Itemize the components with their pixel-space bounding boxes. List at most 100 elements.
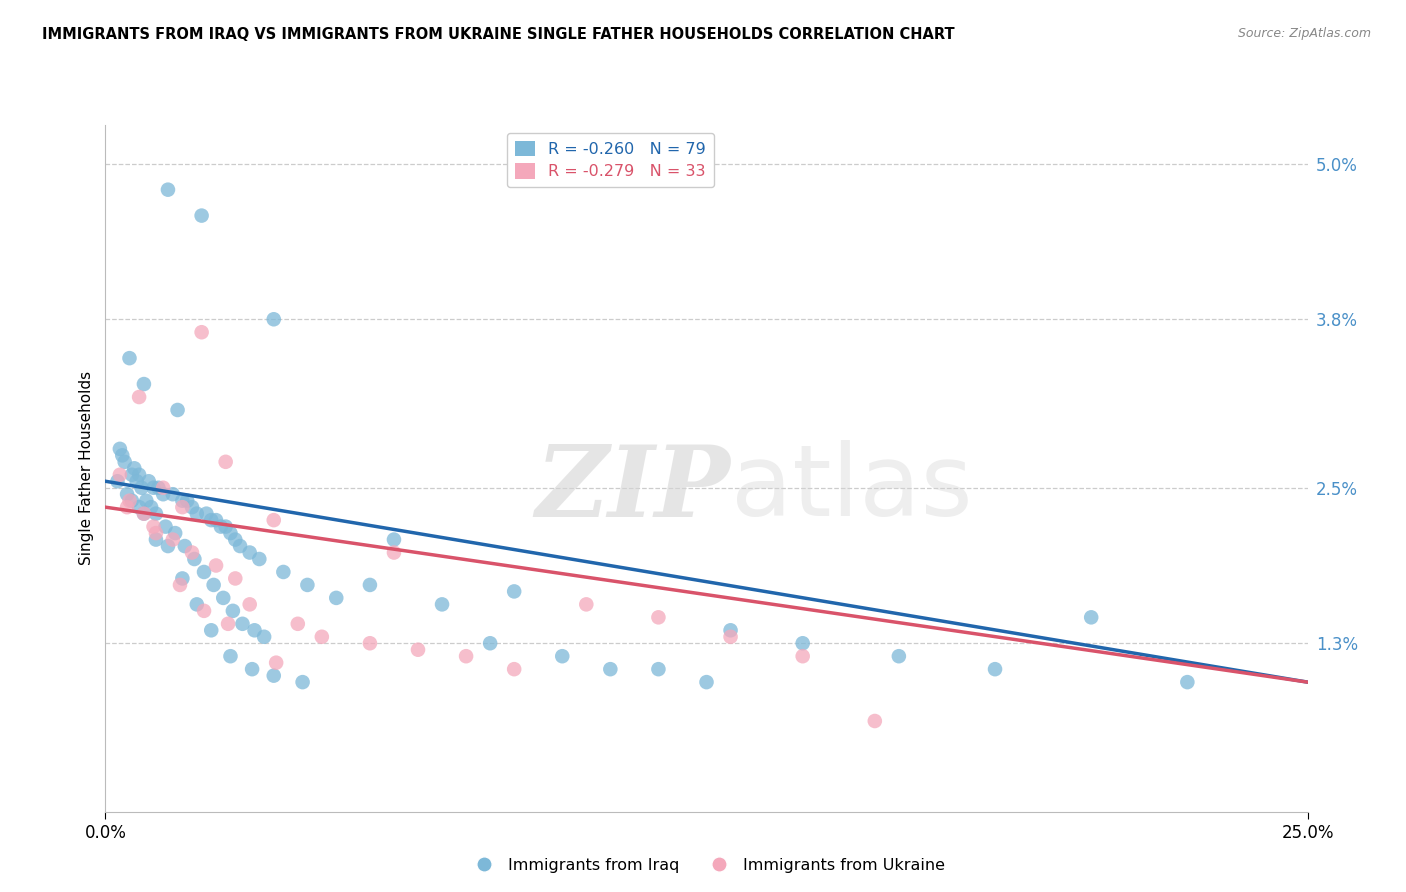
Point [224,571,246,585]
Point [156,183,179,197]
Point [219,649,242,664]
Point [214,519,236,533]
Point [169,578,191,592]
Point [131,481,153,495]
Point [145,533,167,547]
Point [142,519,165,533]
Point [224,533,246,547]
Point [114,455,136,469]
Point [132,377,155,392]
Point [253,630,276,644]
Point [186,507,208,521]
Point [132,507,155,521]
Point [229,539,252,553]
Point [176,493,198,508]
Point [205,558,228,573]
Point [263,668,285,682]
Point [181,500,204,515]
Point [156,539,179,553]
Point [382,545,405,559]
Point [193,604,215,618]
Point [173,539,195,553]
Point [1175,675,1198,690]
Point [152,481,174,495]
Point [720,630,742,644]
Point [359,578,381,592]
Point [135,493,157,508]
Point [647,610,669,624]
Point [145,507,167,521]
Point [166,403,188,417]
Point [162,533,184,547]
Point [121,493,143,508]
Point [162,487,184,501]
Point [219,526,242,541]
Point [247,552,270,566]
Point [222,604,245,618]
Point [382,533,405,547]
Point [212,591,235,605]
Point [551,649,574,664]
Legend: Immigrants from Iraq, Immigrants from Ukraine: Immigrants from Iraq, Immigrants from Uk… [461,852,952,880]
Point [107,475,129,489]
Point [214,455,236,469]
Point [193,565,215,579]
Point [984,662,1007,676]
Text: IMMIGRANTS FROM IRAQ VS IMMIGRANTS FROM UKRAINE SINGLE FATHER HOUSEHOLDS CORRELA: IMMIGRANTS FROM IRAQ VS IMMIGRANTS FROM … [42,27,955,42]
Point [165,526,187,541]
Point [172,500,194,515]
Point [195,507,218,521]
Point [647,662,669,676]
Point [148,481,170,495]
Point [209,519,232,533]
Point [264,656,287,670]
Point [200,624,222,638]
Point [311,630,333,644]
Y-axis label: Single Father Households: Single Father Households [79,371,94,566]
Point [118,351,141,366]
Point [887,649,910,664]
Point [406,642,429,657]
Point [115,500,138,515]
Point [479,636,502,650]
Point [125,475,148,489]
Point [115,487,138,501]
Point [599,662,621,676]
Point [200,513,222,527]
Point [118,493,141,508]
Point [263,513,285,527]
Text: ZIP: ZIP [536,441,731,537]
Point [863,714,886,728]
Point [139,500,162,515]
Point [359,636,381,650]
Point [183,552,205,566]
Point [430,598,453,612]
Point [240,662,263,676]
Point [575,598,598,612]
Point [239,598,262,612]
Point [263,312,285,326]
Point [142,481,165,495]
Point [454,649,477,664]
Text: atlas: atlas [731,441,972,537]
Point [273,565,295,579]
Point [132,507,155,521]
Point [231,616,253,631]
Point [239,545,262,559]
Point [190,325,212,339]
Text: Source: ZipAtlas.com: Source: ZipAtlas.com [1237,27,1371,40]
Point [720,624,742,638]
Point [202,578,225,592]
Point [108,442,131,456]
Point [128,467,150,482]
Point [108,467,131,482]
Point [186,598,208,612]
Point [291,675,314,690]
Point [124,461,146,475]
Point [696,675,718,690]
Point [205,513,228,527]
Point [792,636,814,650]
Point [152,487,174,501]
Point [155,519,177,533]
Point [145,526,167,541]
